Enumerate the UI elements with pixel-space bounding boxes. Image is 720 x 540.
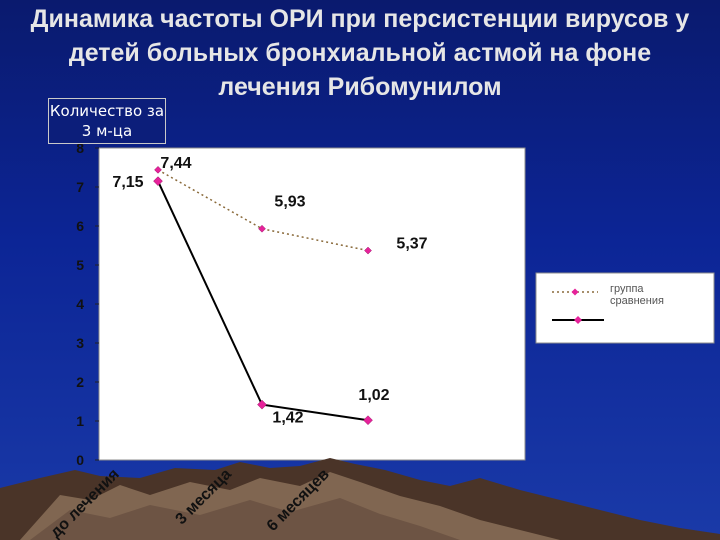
- legend: группа сравнения: [535, 272, 715, 344]
- legend-box: [535, 272, 715, 344]
- data-point: [154, 165, 162, 174]
- y-tick-label: 8: [76, 140, 84, 156]
- legend-marker-series-1: [571, 288, 579, 296]
- data-label: 1,42: [272, 410, 303, 427]
- y-tick-label: 6: [76, 218, 84, 234]
- axes: 0 1 2 3 4 5 6 7 8: [76, 140, 99, 468]
- data-point: [153, 176, 163, 187]
- y-tick-label: 2: [76, 374, 84, 390]
- y-tick-label: 1: [76, 413, 84, 429]
- data-point: [257, 399, 267, 410]
- plot-area: [98, 147, 526, 461]
- y-tick-label: 5: [76, 257, 84, 273]
- y-tick-label: 3: [76, 335, 84, 351]
- y-axis-label: Количество за 3 м-ца: [48, 98, 166, 144]
- data-label: 7,44: [160, 155, 191, 172]
- legend-label-series-1: группа сравнения: [610, 283, 664, 307]
- y-tick-label: 0: [76, 452, 84, 468]
- legend-marker-series-2: [574, 316, 582, 324]
- data-label: 5,93: [274, 194, 305, 211]
- data-label: 5,37: [396, 236, 427, 253]
- y-tick-label: 4: [76, 296, 84, 312]
- data-labels: 7,44 5,93 5,37 7,15 1,42 1,02: [112, 155, 427, 427]
- data-label: 1,02: [358, 387, 389, 404]
- series-layer: [153, 165, 373, 426]
- legend-label-line: сравнения: [610, 295, 664, 307]
- series-line-1: [157, 169, 369, 252]
- chart-title: Динамика частоты ОРИ при персистенции ви…: [30, 5, 690, 101]
- legend-label-line: группа: [610, 283, 644, 295]
- y-tick-label: 7: [76, 179, 84, 195]
- data-point: [258, 224, 266, 233]
- mountain-foothills: [30, 498, 460, 540]
- data-point: [363, 415, 373, 426]
- data-label: 7,15: [112, 174, 143, 191]
- mountains-decoration: [0, 458, 720, 540]
- data-point: [364, 246, 372, 255]
